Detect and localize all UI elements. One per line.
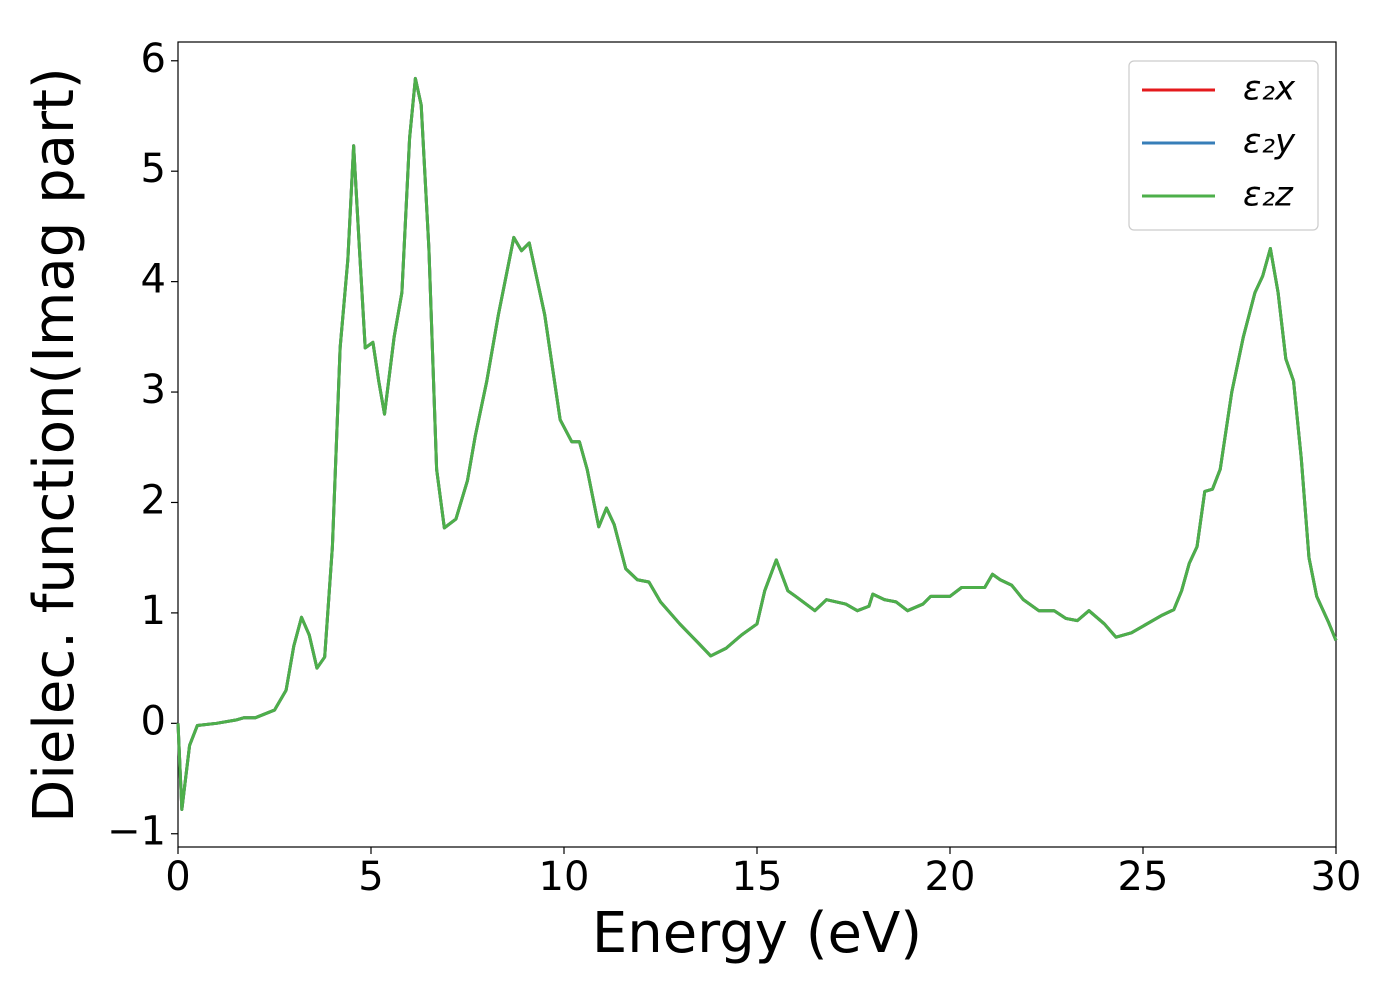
legend-box: [1128, 60, 1319, 231]
legend-label: ε₂y: [1243, 122, 1296, 162]
series-line: [176, 76, 1338, 811]
y-tick-label: 4: [141, 257, 166, 303]
y-tick-label: 0: [141, 698, 166, 744]
x-tick-label: 20: [925, 854, 976, 900]
y-tick-label: −1: [107, 809, 166, 855]
x-tick-label: 10: [539, 854, 590, 900]
y-tick-label: 5: [141, 146, 166, 192]
legend-label: ε₂x: [1243, 69, 1296, 109]
x-tick-label: 30: [1311, 854, 1362, 900]
x-axis-label: Energy (eV): [592, 901, 922, 966]
y-tick-label: 2: [141, 477, 166, 523]
y-axis-label: Dielec. function(Imag part): [22, 67, 87, 823]
y-tick-label: 3: [141, 367, 166, 413]
y-tick-label: 6: [141, 36, 166, 82]
legend-label: ε₂z: [1243, 175, 1294, 215]
x-tick-label: 15: [732, 854, 783, 900]
x-tick-label: 25: [1118, 854, 1169, 900]
y-tick-label: 1: [141, 588, 166, 634]
x-tick-label: 5: [358, 854, 383, 900]
x-tick-label: 0: [165, 854, 190, 900]
